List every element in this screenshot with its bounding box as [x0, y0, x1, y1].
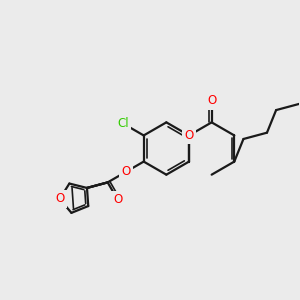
Text: Cl: Cl: [117, 117, 129, 130]
Text: O: O: [184, 129, 194, 142]
Text: O: O: [207, 94, 216, 107]
Text: O: O: [113, 194, 122, 206]
Text: O: O: [55, 192, 64, 206]
Text: O: O: [122, 165, 131, 178]
